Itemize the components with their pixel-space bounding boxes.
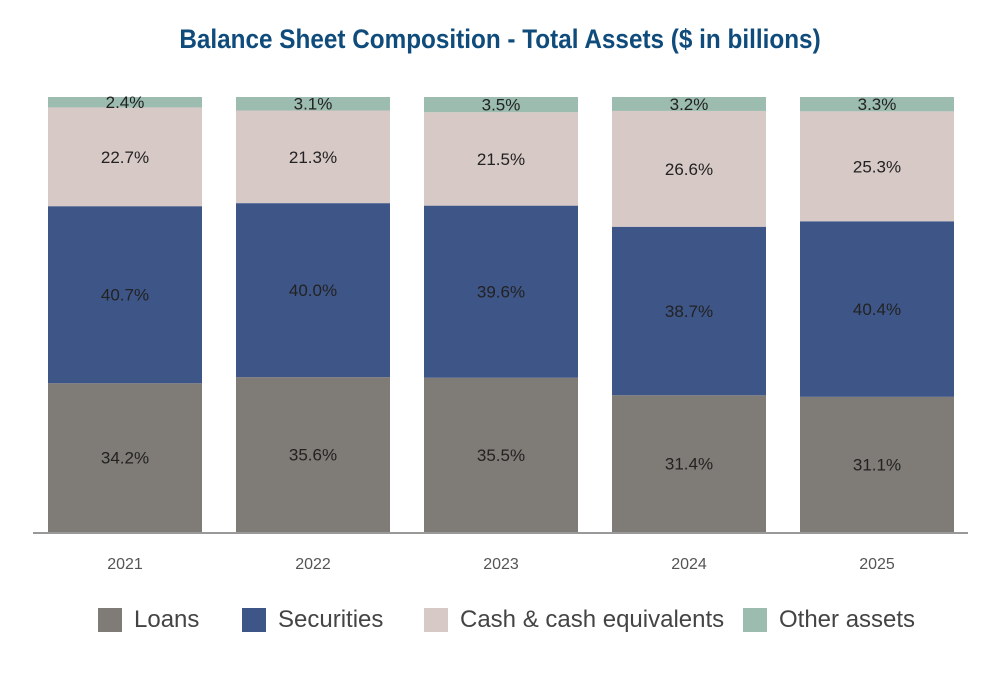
bar-segment-loans-2022 — [236, 377, 390, 532]
legend-item-other: Other assets — [743, 606, 915, 634]
chart-title: Balance Sheet Composition - Total Assets… — [179, 24, 821, 54]
data-label-loans-2025: 31.1% — [853, 455, 901, 474]
x-tick-label-2024: 2024 — [671, 556, 707, 573]
x-tick-label-2022: 2022 — [295, 556, 331, 573]
chart-legend: Loans Securities Cash & cash equivalents… — [0, 606, 1000, 646]
x-tick-label-2023: 2023 — [483, 556, 519, 573]
data-label-other-2024: 3.2% — [670, 95, 709, 114]
data-label-securities-2024: 38.7% — [665, 302, 713, 321]
bar-segment-cash-2024 — [612, 110, 766, 227]
legend-label-other: Other assets — [779, 606, 916, 633]
data-label-securities-2022: 40.0% — [289, 281, 337, 300]
x-tick-label-2021: 2021 — [107, 556, 143, 573]
bar-segment-loans-2021 — [48, 383, 202, 532]
legend-item-loans: Loans — [98, 606, 199, 634]
data-label-loans-2024: 31.4% — [665, 455, 713, 474]
bar-segment-other-2025 — [800, 97, 954, 112]
stacked-bar-chart: 34.2% 40.7% 22.7% 2.4% 2021 35.6% 40.0% 21.3% 3.… — [33, 93, 968, 573]
data-label-cash-2021: 22.7% — [101, 148, 149, 167]
data-label-other-2023: 3.5% — [482, 96, 521, 115]
bar-segment-other-2024 — [612, 97, 766, 111]
data-label-securities-2021: 40.7% — [101, 286, 149, 305]
legend-item-cash: Cash & cash equivalents — [424, 606, 724, 634]
legend-swatch-securities — [242, 608, 266, 632]
x-tick-label-2025: 2025 — [859, 556, 895, 573]
data-label-loans-2022: 35.6% — [289, 446, 337, 465]
data-label-cash-2023: 21.5% — [477, 150, 525, 169]
bar-segment-cash-2022 — [236, 110, 390, 204]
legend-label-cash: Cash & cash equivalents — [460, 606, 725, 633]
bar-segment-securities-2021 — [48, 206, 202, 384]
bar-segment-loans-2024 — [612, 395, 766, 532]
bar-segment-securities-2023 — [424, 205, 578, 378]
bar-segment-other-2021 — [48, 97, 202, 108]
data-label-other-2022: 3.1% — [294, 95, 333, 114]
data-label-securities-2023: 39.6% — [477, 283, 525, 302]
bar-segment-cash-2023 — [424, 112, 578, 206]
bar-segment-securities-2024 — [612, 226, 766, 396]
bar-segment-loans-2023 — [424, 377, 578, 532]
bar-segment-securities-2025 — [800, 221, 954, 397]
data-label-other-2021: 2.4% — [106, 93, 145, 112]
data-label-cash-2024: 26.6% — [665, 160, 713, 179]
legend-swatch-cash — [424, 608, 448, 632]
data-label-loans-2023: 35.5% — [477, 446, 525, 465]
legend-label-securities: Securities — [278, 606, 384, 633]
legend-swatch-loans — [98, 608, 122, 632]
bar-segment-other-2022 — [236, 97, 390, 111]
bar-segment-other-2023 — [424, 97, 578, 113]
data-label-securities-2025: 40.4% — [853, 300, 901, 319]
data-label-other-2025: 3.3% — [858, 95, 897, 114]
data-label-loans-2021: 34.2% — [101, 449, 149, 468]
data-label-cash-2025: 25.3% — [853, 157, 901, 176]
bar-segment-securities-2022 — [236, 203, 390, 378]
bar-segment-cash-2025 — [800, 111, 954, 222]
bar-segment-cash-2021 — [48, 107, 202, 207]
legend-swatch-other — [743, 608, 767, 632]
legend-label-loans: Loans — [134, 606, 200, 633]
bar-segment-loans-2025 — [800, 396, 954, 532]
data-label-cash-2022: 21.3% — [289, 148, 337, 167]
legend-item-securities: Securities — [242, 606, 383, 634]
